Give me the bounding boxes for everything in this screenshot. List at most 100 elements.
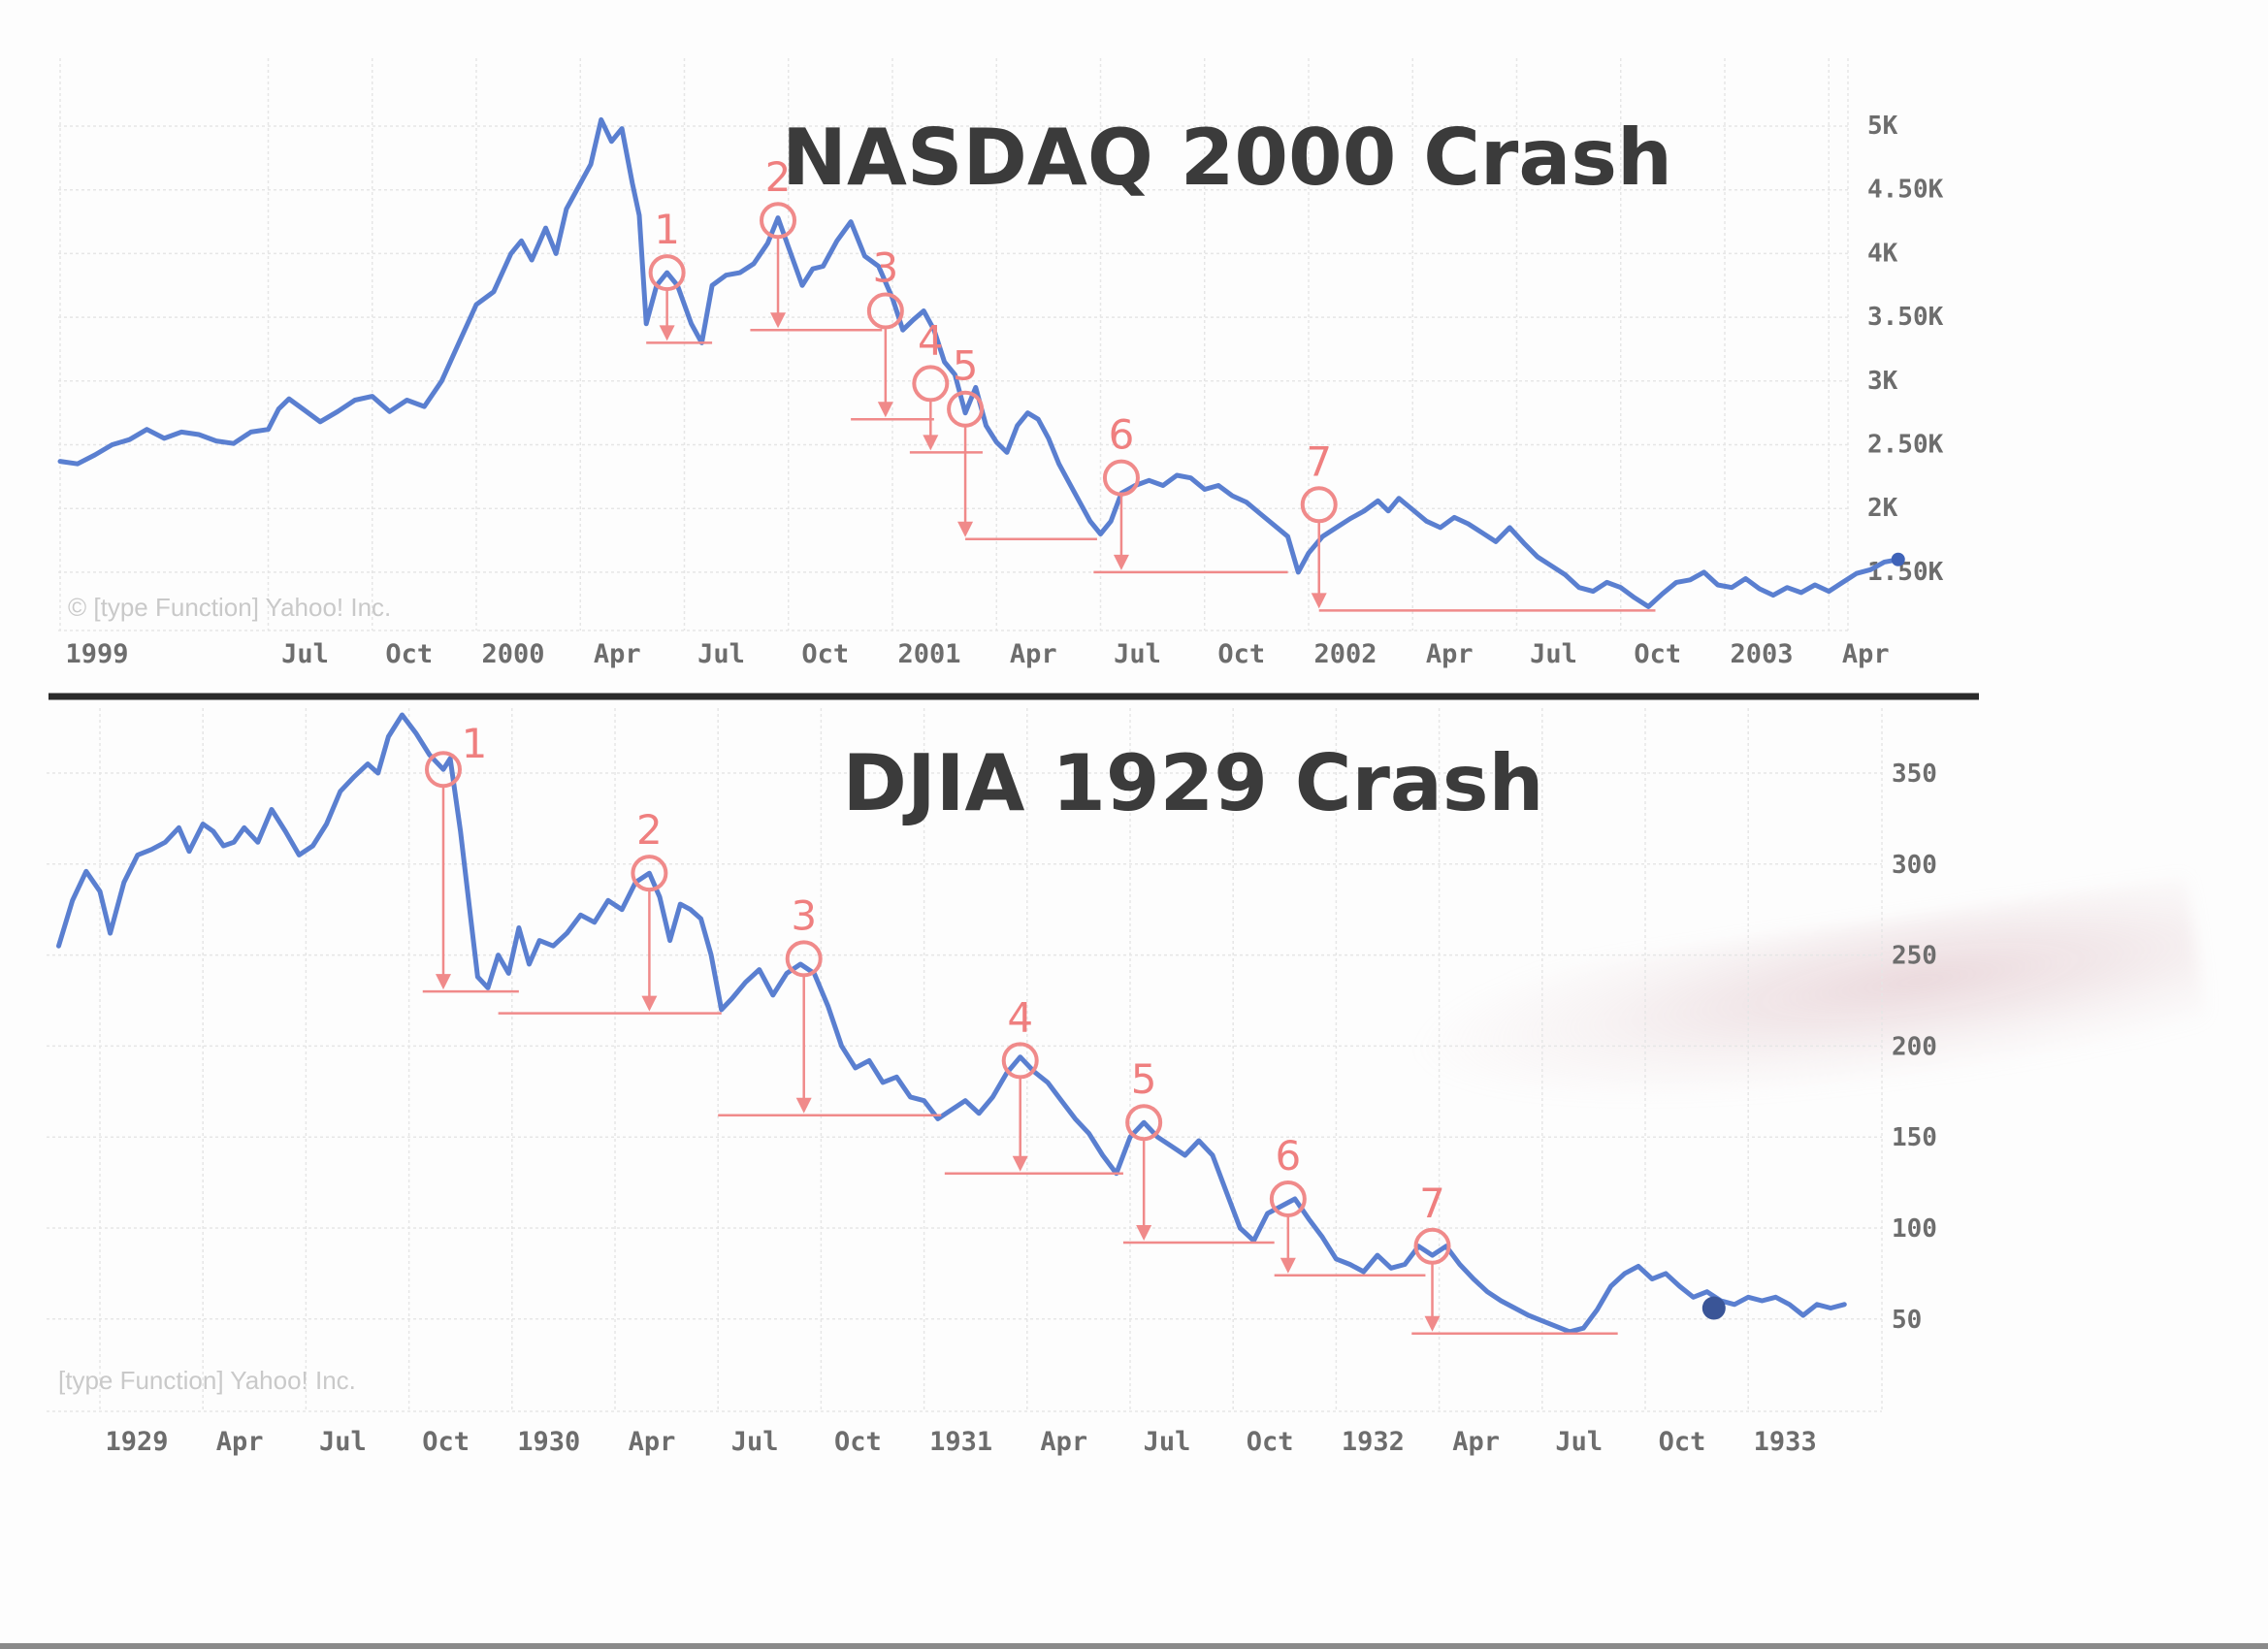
nasdaq-gridlines <box>58 58 1849 631</box>
x-tick-label: Jul <box>731 1427 779 1457</box>
y-tick-label: 2K <box>1867 494 1898 523</box>
wave-number-label: 2 <box>636 806 663 854</box>
wave-number-label: 1 <box>462 720 488 767</box>
y-tick-label: 2.50K <box>1867 431 1944 460</box>
y-tick-label: 350 <box>1892 760 1937 789</box>
x-tick-label: Jul <box>281 639 329 669</box>
wave-number-label: 7 <box>1419 1180 1445 1227</box>
x-tick-label: Oct <box>834 1427 882 1457</box>
crash-wave-marker: 1 <box>422 720 519 993</box>
peak-circle <box>785 940 823 978</box>
x-tick-label: Jul <box>1555 1427 1603 1457</box>
x-tick-label: Oct <box>385 639 433 669</box>
drop-arrow-head <box>770 312 787 329</box>
wave-number-label: 3 <box>872 244 898 292</box>
crash-wave-marker: 7 <box>1300 437 1656 612</box>
x-tick-label: Jul <box>1530 639 1577 669</box>
y-tick-label: 4K <box>1867 239 1898 268</box>
drop-arrow-head <box>436 974 451 990</box>
x-tick-label: 1933 <box>1754 1427 1817 1457</box>
wave-number-label: 7 <box>1306 437 1332 485</box>
x-tick-label: Apr <box>629 1427 676 1457</box>
drop-arrow-head <box>957 521 974 537</box>
wave-number-label: 4 <box>918 316 944 364</box>
x-tick-label: Jul <box>1114 639 1161 669</box>
nasdaq-y-axis: 5K 4.50K 4K 3.50K 3K 2.50K 2K 1.50K <box>1867 112 1944 587</box>
nasdaq-chart: NASDAQ 2000 Crash © [type Function] Yaho… <box>57 58 1944 669</box>
x-tick-label: 1930 <box>517 1427 580 1457</box>
x-tick-label: Apr <box>1842 639 1890 669</box>
scan-edge <box>0 1643 2268 1649</box>
djia-y-axis: 350 300 250 200 150 100 50 <box>1892 760 1937 1335</box>
nasdaq-last-point <box>1891 552 1905 566</box>
nasdaq-series-line <box>57 116 1901 609</box>
drop-arrow-head <box>1424 1315 1441 1332</box>
x-tick-label: Oct <box>1659 1427 1706 1457</box>
wave-number-label: 4 <box>1007 993 1033 1041</box>
wave-number-label: 6 <box>1109 411 1135 459</box>
x-tick-label: Apr <box>1426 639 1474 669</box>
peak-circle <box>1300 486 1338 524</box>
x-tick-label: 2003 <box>1730 639 1793 669</box>
x-tick-label: 2000 <box>481 639 544 669</box>
x-tick-label: Jul <box>319 1427 367 1457</box>
djia-gridlines <box>47 708 1883 1412</box>
x-tick-label: 1929 <box>105 1427 168 1457</box>
crash-wave-marker: 6 <box>1269 1132 1426 1277</box>
peak-circle <box>912 365 950 403</box>
crash-wave-marker: 4 <box>909 316 983 454</box>
y-tick-label: 4.50K <box>1867 176 1944 205</box>
crash-wave-marker: 2 <box>498 806 722 1015</box>
x-tick-label: Apr <box>1010 639 1057 669</box>
y-tick-label: 150 <box>1892 1123 1937 1152</box>
drop-arrow-head <box>1012 1155 1028 1172</box>
drop-arrow-head <box>1113 554 1129 570</box>
djia-annotations: 1 2 3 4 5 6 7 <box>422 720 1618 1336</box>
x-tick-label: Jul <box>1144 1427 1191 1457</box>
drop-arrow-head <box>641 995 658 1012</box>
drop-arrow-head <box>795 1097 812 1114</box>
peak-circle <box>1269 1180 1307 1217</box>
wave-number-label: 5 <box>953 342 979 390</box>
drop-arrow-head <box>923 435 939 451</box>
x-tick-label: Apr <box>594 639 641 669</box>
djia-chart-title: DJIA 1929 Crash <box>843 738 1544 828</box>
crash-wave-marker: 3 <box>718 891 942 1116</box>
wave-number-label: 3 <box>791 891 817 939</box>
y-tick-label: 50 <box>1892 1306 1922 1335</box>
x-tick-label: Apr <box>216 1427 264 1457</box>
crash-wave-marker: 3 <box>851 244 934 421</box>
y-tick-label: 3.50K <box>1867 303 1944 332</box>
x-tick-label: 1999 <box>65 639 128 669</box>
x-tick-label: Oct <box>1217 639 1265 669</box>
crash-wave-marker: 4 <box>944 993 1123 1175</box>
x-tick-label: 2002 <box>1313 639 1377 669</box>
drop-arrow-head <box>1136 1225 1152 1242</box>
wave-number-label: 5 <box>1131 1055 1157 1103</box>
y-tick-label: 250 <box>1892 942 1937 971</box>
x-tick-label: Oct <box>1247 1427 1294 1457</box>
y-tick-label: 3K <box>1867 367 1898 396</box>
crash-wave-marker: 7 <box>1411 1180 1618 1336</box>
drop-arrow-head <box>877 402 893 418</box>
y-tick-label: 5K <box>1867 112 1898 141</box>
y-tick-label: 1.50K <box>1867 558 1944 587</box>
drop-arrow-head <box>659 325 675 341</box>
djia-chart: DJIA 1929 Crash [type Function] Yahoo! I… <box>47 708 1937 1457</box>
wave-number-label: 6 <box>1275 1132 1301 1180</box>
y-tick-label: 100 <box>1892 1214 1937 1244</box>
crash-wave-marker: 5 <box>947 342 1097 540</box>
crash-wave-marker: 1 <box>646 206 713 344</box>
nasdaq-watermark: © [type Function] Yahoo! Inc. <box>68 593 391 622</box>
x-tick-label: 2001 <box>897 639 960 669</box>
nasdaq-x-axis: 1999 Jul Oct 2000 Apr Jul Oct 2001 Apr Jul Oct 2002… <box>65 639 1889 669</box>
djia-highlight-point <box>1701 1296 1726 1320</box>
x-tick-label: Apr <box>1040 1427 1087 1457</box>
x-tick-label: 1932 <box>1342 1427 1405 1457</box>
nasdaq-chart-title: NASDAQ 2000 Crash <box>782 113 1672 203</box>
x-tick-label: Jul <box>697 639 745 669</box>
x-tick-label: Apr <box>1452 1427 1500 1457</box>
drop-arrow-head <box>1280 1257 1296 1274</box>
